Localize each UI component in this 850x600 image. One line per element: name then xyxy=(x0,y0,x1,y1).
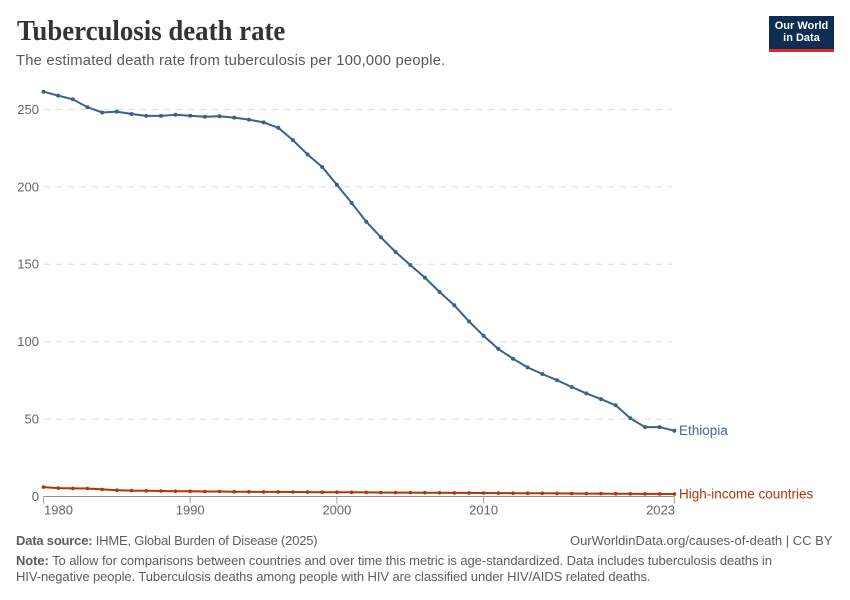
svg-text:100: 100 xyxy=(17,334,39,349)
svg-text:2023: 2023 xyxy=(646,503,675,518)
svg-text:50: 50 xyxy=(25,412,39,427)
svg-text:Ethiopia: Ethiopia xyxy=(679,423,728,438)
svg-text:High-income countries: High-income countries xyxy=(679,487,814,502)
svg-text:1980: 1980 xyxy=(44,503,73,518)
svg-text:150: 150 xyxy=(17,257,39,272)
svg-text:200: 200 xyxy=(17,179,39,194)
svg-text:250: 250 xyxy=(17,102,39,117)
svg-text:2000: 2000 xyxy=(322,503,351,518)
svg-text:1990: 1990 xyxy=(176,503,205,518)
svg-text:2010: 2010 xyxy=(469,503,498,518)
svg-text:0: 0 xyxy=(32,489,39,504)
